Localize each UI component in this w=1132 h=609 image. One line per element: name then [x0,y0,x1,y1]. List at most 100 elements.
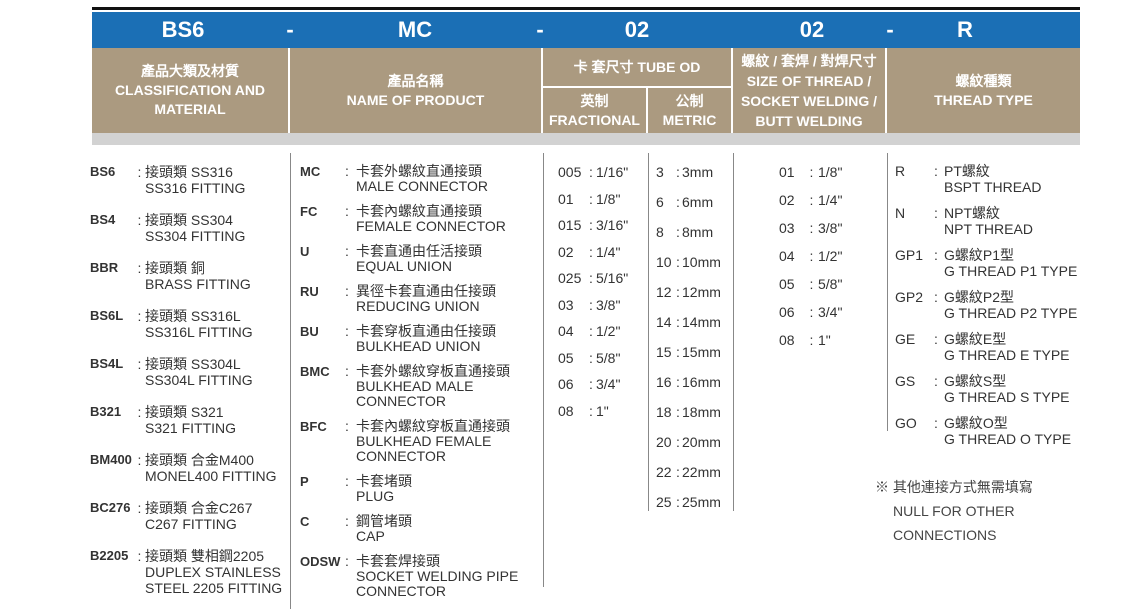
classification-item: BS6L: 接頭類 SS316L SS316L FITTING [90,308,282,340]
header-text: MATERIAL [154,101,226,117]
description-line: 16mm [682,374,721,390]
thread_sizes-item: 03:3/8" [779,220,842,236]
note-text: CONNECTIONS [893,527,997,543]
colon-separator: : [676,224,680,240]
colon-separator: : [934,205,938,221]
item-code: BS4 [90,212,116,227]
item-description: 10mm [682,254,721,270]
colon-separator: : [676,464,680,480]
description-line: SOCKET WELDING PIPE [356,568,519,584]
description-line: 22mm [682,464,721,480]
item-description: 異徑卡套直通由任接頭 REDUCING UNION [356,284,496,314]
colon-separator: : [137,212,142,228]
description-line: 20mm [682,434,721,450]
fractional-item: 005:1/16" [558,164,628,180]
metric-item: 3:3mm [656,164,721,180]
item-code: 12 [656,284,672,300]
item-code: 04 [779,248,795,264]
description-line: G螺紋O型 [944,415,1008,431]
description-line: 1/16" [596,164,629,180]
description-line: 5/8" [596,349,621,366]
item-description: 1/2" [596,323,620,339]
item-description: 14mm [682,314,721,330]
description-line: 卡套內螺紋直通接頭 [356,203,482,219]
item-description: 卡套穿板直通由任接頭 BULKHEAD UNION [356,324,496,354]
colon-separator: : [345,553,349,569]
item-code: 3 [656,164,664,180]
metric-item: 18:18mm [656,404,721,420]
colon-separator: : [676,254,680,270]
colon-separator: : [589,164,593,180]
thread_types-item: GP1: G螺紋P1型 G THREAD P1 TYPE [895,247,1077,279]
item-code: BC276 [90,500,131,515]
fractional-item: 05:5/8" [558,350,628,366]
metric-item: 14:14mm [656,314,721,330]
products-item: MC: 卡套外螺紋直通接頭 MALE CONNECTOR [300,164,518,194]
colon-separator: : [589,323,593,339]
colon-separator: : [809,164,814,180]
metric-item: 15:15mm [656,344,721,360]
description-line: 接頭類 雙相鋼2205 [145,548,265,564]
colon-separator: : [934,373,938,389]
products-item: BMC: 卡套外螺紋穿板直通接頭 BULKHEAD MALE CONNECTOR [300,364,518,409]
item-code: 16 [656,374,672,390]
description-line: PT螺紋 [944,163,990,179]
colon-separator: : [345,163,349,179]
item-code: 04 [558,323,574,339]
colon-separator: : [934,163,938,179]
item-description: NPT螺紋 NPT THREAD [944,205,1033,237]
colon-separator: : [137,500,142,516]
header-classification: 產品大類及材質 CLASSIFICATION AND MATERIAL [92,48,288,133]
header-text: 產品大類及材質 [141,63,239,79]
classification-item: B2205: 接頭類 雙相鋼2205 DUPLEX STAINLESS STEEL 2… [90,548,282,596]
item-description: 接頭類 雙相鋼2205 DUPLEX STAINLESS STEEL 2205 FI… [145,548,282,596]
item-description: PT螺紋 BSPT THREAD [944,163,1042,195]
classification-item: BS6: 接頭類 SS316 SS316 FITTING [90,164,282,196]
item-description: 12mm [682,284,721,300]
description-line: 卡套穿板直通由任接頭 [356,323,496,339]
colon-separator: : [676,314,680,330]
header-thread-type: 螺紋種類 THREAD TYPE [887,48,1080,133]
description-line: 1/2" [596,323,621,339]
description-line: S321 FITTING [145,420,237,436]
thread-size-list: 01:1/8" 02:1/4" 03:3/8" 04:1/2" 05:5/8" 06:3/… [779,164,842,348]
classification-item: BS4L: 接頭類 SS304L SS304L FITTING [90,356,282,388]
item-description: G螺紋S型 G THREAD S TYPE [944,373,1070,405]
fractional-item: 025:5/16" [558,270,628,286]
item-code: 02 [558,243,574,260]
item-description: 8mm [682,224,713,240]
item-code: 05 [558,349,574,366]
colon-separator: : [589,190,593,207]
description-line: PLUG [356,488,395,504]
colon-separator: : [809,332,814,348]
description-line: SS316 FITTING [145,180,246,196]
item-description: G螺紋P1型 G THREAD P1 TYPE [944,247,1077,279]
item-code: BS6 [90,164,116,179]
colon-separator: : [345,513,349,529]
item-code: 08 [558,402,574,419]
description-line: BSPT THREAD [944,179,1042,195]
description-line: CONNECTOR [356,448,446,464]
description-line: 10mm [682,254,721,270]
description-line: 接頭類 SS304L [145,356,241,372]
colon-separator: : [345,418,349,434]
header-text: 公制 [675,92,704,109]
colon-separator: : [345,283,349,299]
thread_types-item: R: PT螺紋 BSPT THREAD [895,163,1077,195]
header-text: SIZE OF THREAD / [746,72,872,89]
description-line: 25mm [682,494,721,510]
item-description: 3/4" [596,376,620,392]
description-line: 3/4" [596,376,621,392]
description-line: SS316L FITTING [145,324,253,340]
item-description: 接頭類 SS304 SS304 FITTING [145,212,245,244]
colon-separator: : [137,404,142,420]
colon-separator: : [345,243,349,259]
description-line: FEMALE CONNECTOR [356,218,506,234]
description-line: 3/4" [818,304,843,320]
description-line: EQUAL UNION [356,258,452,274]
description-line: 卡套套焊接頭 [356,553,440,569]
item-description: 6mm [682,194,713,210]
thread_types-item: GS: G螺紋S型 G THREAD S TYPE [895,373,1077,405]
description-line: 接頭類 S321 [145,404,224,420]
description-line: 卡套堵頭 [356,473,412,489]
